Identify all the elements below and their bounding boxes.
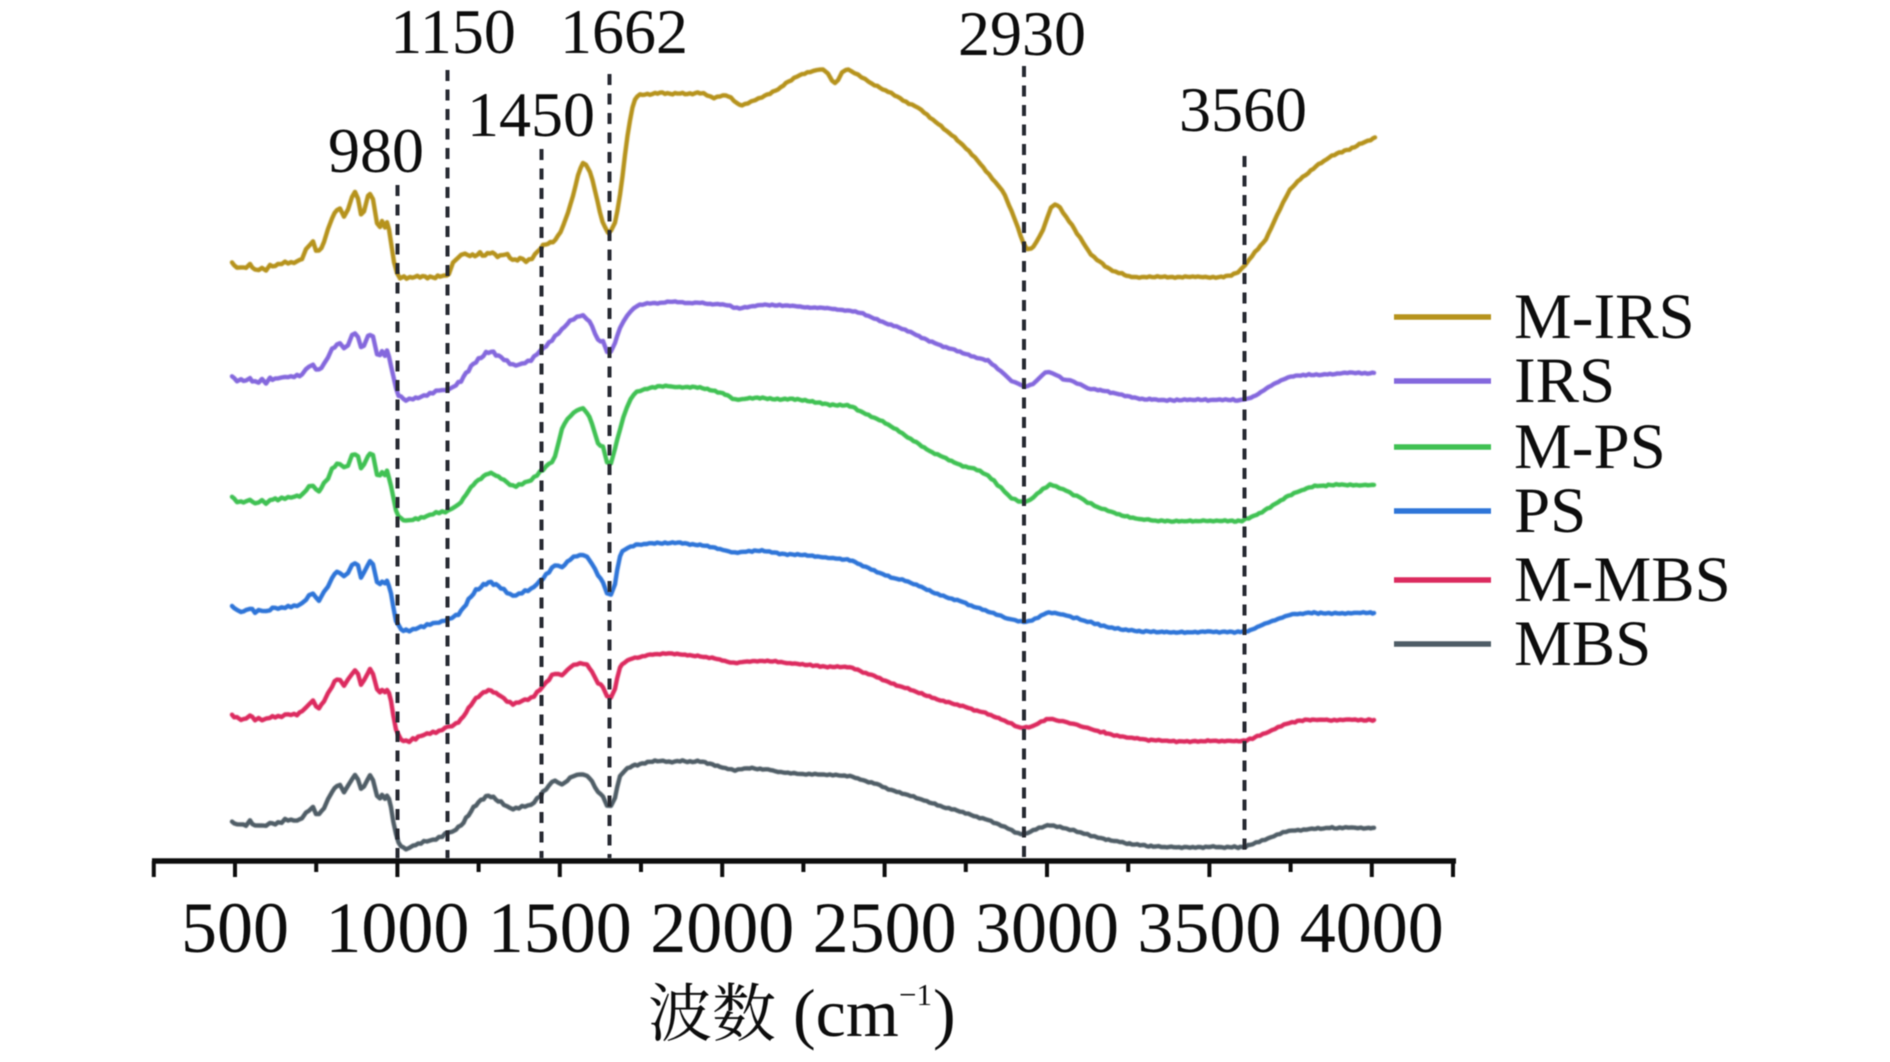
svg-text:4000: 4000 [1300, 888, 1444, 968]
svg-text:M-PS: M-PS [1514, 411, 1666, 483]
svg-text:500: 500 [181, 888, 289, 968]
svg-text:3560: 3560 [1179, 74, 1307, 145]
svg-text:M-MBS: M-MBS [1514, 544, 1731, 616]
svg-text:−1: −1 [899, 977, 932, 1012]
svg-text:IRS: IRS [1514, 345, 1615, 417]
svg-text:(cm: (cm [793, 975, 899, 1051]
svg-text:1000: 1000 [325, 888, 469, 968]
svg-text:M-IRS: M-IRS [1514, 281, 1695, 353]
svg-text:PS: PS [1514, 475, 1586, 547]
svg-text:980: 980 [328, 115, 424, 186]
svg-text:): ) [933, 975, 956, 1051]
svg-text:2930: 2930 [958, 0, 1086, 69]
svg-text:2500: 2500 [813, 888, 957, 968]
svg-text:1450: 1450 [467, 79, 595, 150]
svg-text:2000: 2000 [650, 888, 794, 968]
svg-text:1662: 1662 [560, 0, 688, 67]
svg-text:1150: 1150 [390, 0, 516, 67]
svg-text:3500: 3500 [1137, 888, 1281, 968]
svg-text:1500: 1500 [488, 888, 632, 968]
svg-text:3000: 3000 [975, 888, 1119, 968]
svg-text:MBS: MBS [1514, 608, 1651, 680]
